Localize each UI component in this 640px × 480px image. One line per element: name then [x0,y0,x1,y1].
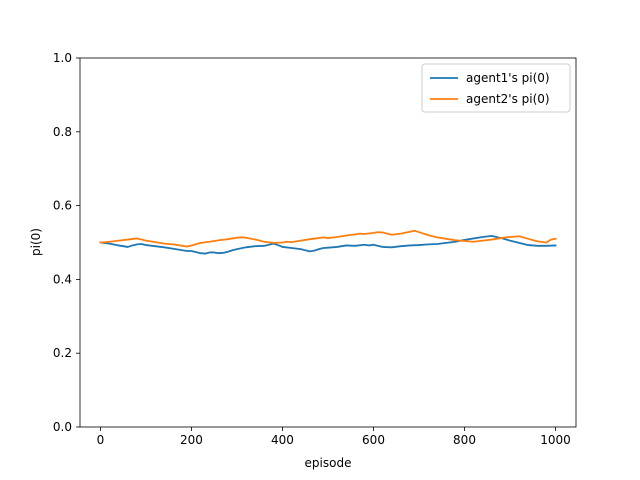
x-tick-label: 0 [97,433,105,447]
legend: agent1's pi(0) agent2's pi(0) [421,63,571,113]
y-tick-label: 0.2 [53,346,72,360]
x-tick-label: 800 [453,433,476,447]
y-tick-label: 0.8 [53,125,72,139]
legend-label-agent2: agent2's pi(0) [466,92,550,106]
y-tick-label: 1.0 [53,51,72,65]
x-axis-label: episode [305,456,352,470]
y-tick-label: 0.6 [53,199,72,213]
x-tick-label: 400 [271,433,294,447]
x-tick-label: 600 [362,433,385,447]
y-axis-label: pi(0) [29,228,43,256]
x-axis: 0 200 400 600 800 1000 [97,427,571,447]
y-tick-label: 0.0 [53,420,72,434]
plot-frame [79,57,577,428]
y-axis: 0.0 0.2 0.4 0.6 0.8 1.0 [53,51,80,434]
x-tick-label: 200 [180,433,203,447]
legend-box [421,63,571,113]
y-tick-label: 0.4 [53,272,72,286]
series-lines [99,229,557,255]
x-tick-label: 1000 [540,433,571,447]
series-line-agent2 [99,229,557,248]
legend-label-agent1: agent1's pi(0) [466,71,550,85]
